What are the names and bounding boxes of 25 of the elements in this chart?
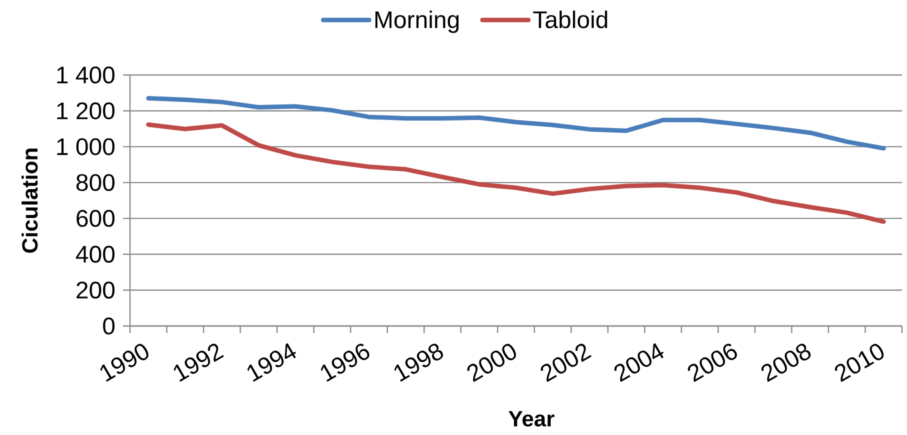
y-tick-label: 1 000	[57, 138, 114, 156]
legend-label: Morning	[375, 10, 459, 33]
x-tick-label: 1998	[394, 344, 444, 382]
x-tick-label: 2010	[834, 344, 884, 382]
x-tick-label: 1996	[320, 344, 370, 382]
y-tick-label: 1 400	[57, 66, 114, 84]
y-tick-label: 600	[76, 210, 115, 227]
line-series	[146, 96, 886, 151]
x-tick-label: 2006	[688, 344, 737, 382]
y-tick-label: 0	[103, 318, 115, 334]
y-tick-label: 1 200	[57, 102, 114, 120]
x-tick-label: 2008	[761, 344, 811, 382]
y-tick-label: 200	[76, 282, 115, 299]
legend-label: Tabloid	[533, 10, 608, 28]
x-tick-label: 2004	[614, 343, 664, 382]
x-tick-label: 2000	[467, 344, 516, 382]
x-tick-label: 2002	[540, 344, 592, 382]
x-tick-label: 1990	[100, 344, 148, 382]
x-axis-title: Year	[508, 411, 554, 427]
y-tick-label: 400	[76, 246, 115, 263]
line-series	[146, 122, 886, 224]
y-tick-label: 800	[76, 174, 115, 192]
x-tick-label: 1992	[174, 344, 224, 382]
y-axis-title: Ciculation	[22, 148, 38, 253]
x-tick-label: 1994	[247, 343, 296, 382]
